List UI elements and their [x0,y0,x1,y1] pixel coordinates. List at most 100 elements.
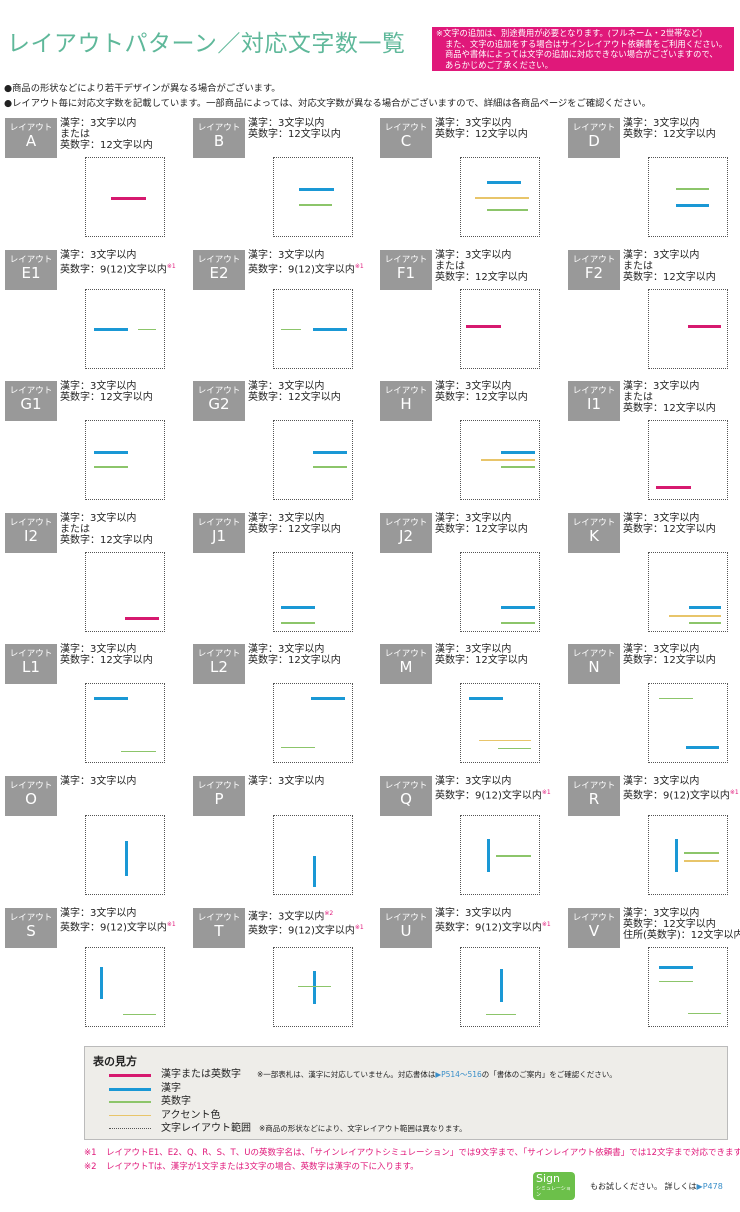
layout-badge: レイアウト G2 [193,381,245,422]
layout-range-box [273,815,353,895]
limit-line: 英数字：9(12)文字以内※1 [248,261,364,275]
layout-range-box [85,815,165,895]
layout-range-box [85,946,165,1027]
layout-badge: レイアウト D [568,118,620,158]
limit-line: 英数字：12文字以内 [248,524,341,535]
limit-line: 漢字：3文字以内 [623,513,716,524]
layout-t: レイアウト T 漢字：3文字以内※2 英数字：9(12)文字以内※1 [193,907,381,1036]
alnum-line [94,466,128,468]
limit-text: または [623,260,653,272]
limit-text: 漢字：3文字以内 [435,512,512,524]
layout-badge: レイアウト C [380,118,432,158]
layout-id: G2 [208,395,230,414]
layout-badge: レイアウト F2 [568,249,620,290]
layout-v: レイアウト V 漢字：3文字以内 英数字：12文字以内 住所(英数字)：12文字以内 [568,907,740,1036]
layout-a: レイアウト A 漢字：3文字以内 または 英数字：12文字以内 [5,118,193,246]
limit-text: 英数字：12文字以内 [435,392,528,404]
limit-line: 漢字：3文字以内 [435,250,528,261]
limit-text: 英数字：12文字以内 [60,140,153,151]
limit-text: 漢字：3文字以内 [623,512,700,524]
layout-badge: レイアウト B [193,118,245,158]
layout-id: I1 [587,395,601,414]
layout-id: A [25,132,37,150]
limit-line: 英数字：9(12)文字以内※1 [60,919,176,933]
limit-line: 漢字：3文字以内 [435,381,528,392]
limit-line: 英数字：12文字以内 [60,655,153,666]
promo-label: もお試しください。 詳しくは [590,1182,697,1191]
limit-text: 漢字：3文字以内 [60,249,137,261]
kanji-line [689,606,721,610]
limit-text: 漢字：3文字以内 [623,776,700,787]
dotted-range-swatch [109,1128,151,1129]
page-reference-link[interactable]: ▶P514～516 [435,1070,482,1079]
limit-text: または [60,523,90,535]
layout-badge: レイアウト E1 [5,249,57,290]
logo-text: Sign [536,1172,560,1185]
limit-text: 漢字：3文字以内 [248,118,325,129]
limit-text: 英数字：9(12)文字以内 [435,921,542,933]
character-limits: 漢字：3文字以内 英数字：12文字以内 [248,381,341,403]
sign-simulation-logo[interactable]: Sign シミュレーション [533,1172,575,1200]
limit-line: 漢字：3文字以内 [248,118,341,129]
limit-text: 英数字：12文字以内 [60,655,153,667]
limit-line: 漢字：3文字以内 [435,513,528,524]
alnum-line [501,466,535,468]
character-limits: 漢字：3文字以内 または 英数字：12文字以内 [60,513,153,546]
kanji-or-alnum-line [656,485,691,489]
layout-id: F2 [584,263,604,282]
layout-id: P [214,790,224,808]
layout-range-box [460,551,540,632]
kanji-line [124,841,128,876]
layout-b: レイアウト B 漢字：3文字以内 英数字：12文字以内 [193,118,381,246]
layout-id: U [400,921,412,940]
limit-line: 漢字：3文字以内 [248,513,341,524]
alnum-line [659,980,693,983]
logo-subtext: シミュレーション [536,1186,571,1198]
limit-text: 英数字：9(12)文字以内 [435,790,542,802]
footnote-ref: ※1 [354,923,364,931]
kanji-or-alnum-line [688,325,721,329]
kanji-line [686,745,719,749]
limit-line: 英数字：9(12)文字以内※1 [623,787,739,801]
limit-line: 英数字：9(12)文字以内※1 [435,919,551,933]
badge-prefix: レイアウト [384,912,428,923]
layout-id: J1 [212,526,226,545]
limit-text: 漢字：3文字以内 [60,644,137,656]
alnum-line [688,1012,721,1015]
limit-line: 英数字：12文字以内 [60,535,153,546]
limit-line: 漢字：3文字以内 [623,118,716,129]
character-limits: 漢字：3文字以内 または 英数字：12文字以内 [60,118,153,151]
layout-m: レイアウト M 漢字：3文字以内 英数字：12文字以内 [380,644,568,772]
limit-text: 英数字：9(12)文字以内 [60,263,167,275]
limit-line: 漢字：3文字以内 [60,118,153,129]
kanji-line [312,856,316,887]
limit-text: 漢字：3文字以内 [435,249,512,261]
limit-line: 英数字：9(12)文字以内※1 [435,787,551,801]
limit-line: 漢字：3文字以内 [435,118,528,129]
limit-line: 漢字：3文字以内 [623,381,716,392]
character-limits: 漢字：3文字以内 英数字：12文字以内 [435,513,528,535]
limit-line: 漢字：3文字以内 [60,776,136,787]
limit-line: 漢字：3文字以内 [623,776,739,787]
layout-range-box [85,157,165,237]
layout-range-box [648,683,728,764]
page-reference-link[interactable]: ▶P478 [696,1182,723,1191]
note-text: ※一部表札は、漢字に対応していません。対応書体は [257,1070,436,1079]
footnote-mark: ※1 [84,1148,97,1158]
limit-line: 漢字：3文字以内※2 [248,908,364,922]
limit-text: 英数字：12文字以内 [435,271,528,283]
limit-text: 英数字：12文字以内 [248,523,341,535]
alnum-line [281,746,315,749]
footnote-ref: ※1 [729,789,739,796]
layout-range-box [648,157,728,237]
layout-range-box [648,420,728,501]
layout-o: レイアウト O 漢字：3文字以内 [5,776,193,904]
limit-text: 英数字：12文字以内 [623,523,716,535]
kanji-line [499,968,503,1002]
layout-badge: レイアウト L1 [5,644,57,685]
alnum-line [138,328,156,331]
bullet-note: ●商品の形状などにより若干デザインが異なる場合がございます。 [4,83,281,94]
limit-text: 住所(英数字)：12文字以内 [623,929,740,941]
kanji-or-alnum-line [111,196,146,200]
layout-badge: レイアウト S [5,907,57,948]
